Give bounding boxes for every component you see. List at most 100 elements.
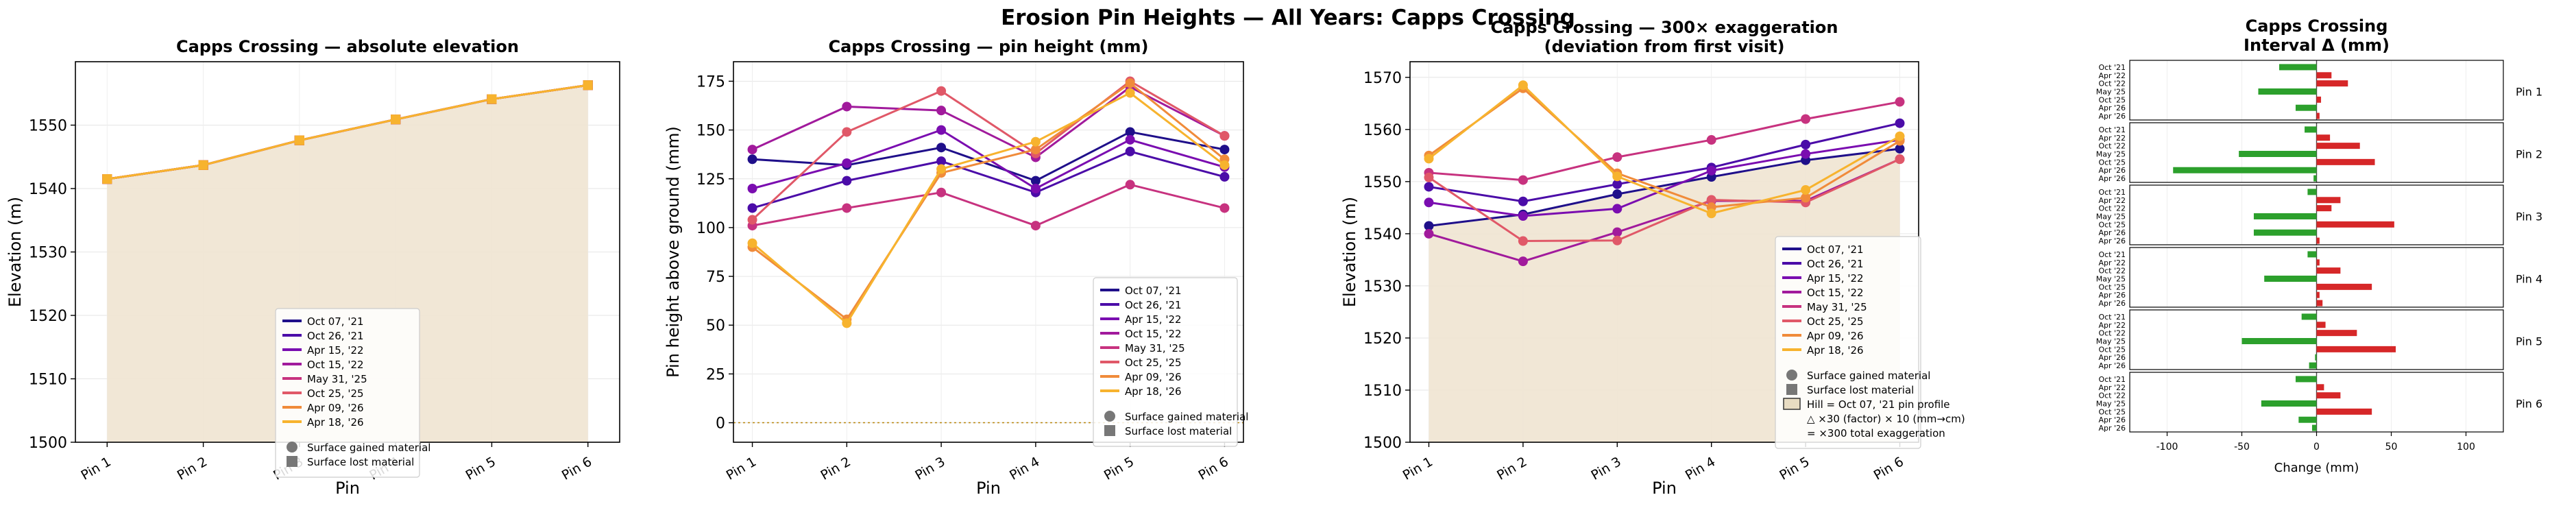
exaggerated-line xyxy=(1429,158,1901,263)
chart-title: Capps Crossing — absolute elevation xyxy=(176,37,519,56)
legend-marker-circle xyxy=(1104,411,1115,422)
data-point xyxy=(1706,165,1716,176)
data-point xyxy=(1612,152,1623,162)
exaggerated-line xyxy=(1429,122,1900,203)
legend-label: Surface gained material xyxy=(307,442,430,454)
y-tick-label: 1530 xyxy=(29,245,67,262)
delta-bar xyxy=(2316,300,2323,306)
row-label: Apr '22 xyxy=(2098,71,2126,80)
delta-bar xyxy=(2316,267,2341,274)
delta-bar xyxy=(2316,283,2372,290)
data-point xyxy=(1518,256,1528,267)
data-point xyxy=(487,94,497,104)
data-point xyxy=(1706,208,1716,219)
row-label: Apr '26 xyxy=(2098,228,2126,237)
data-point xyxy=(1219,203,1230,213)
data-point xyxy=(936,156,947,167)
row-label: Oct '22 xyxy=(2098,267,2126,276)
y-tick-label: 175 xyxy=(696,73,725,91)
x-tick-label: Pin 1 xyxy=(724,454,759,483)
row-label: Apr '26 xyxy=(2098,104,2126,112)
x-tick-label: 0 xyxy=(2313,442,2320,453)
legend-label: Apr 09, '26 xyxy=(1125,371,1182,383)
data-point xyxy=(842,203,852,213)
y-tick-label: 125 xyxy=(696,171,725,189)
data-point xyxy=(747,203,757,213)
data-point xyxy=(1895,97,1905,107)
data-point xyxy=(1030,184,1041,193)
panel-label: Pin 6 xyxy=(2516,398,2542,411)
legend-label: May 31, '25 xyxy=(307,373,367,385)
panel-frame xyxy=(2129,184,2504,245)
legend-box xyxy=(1093,277,1238,447)
figure-title: Erosion Pin Heights — All Years: Capps C… xyxy=(1001,5,1575,30)
x-tick-label: -50 xyxy=(2234,442,2250,453)
x-tick-label: Pin 4 xyxy=(1683,454,1718,483)
delta-bar xyxy=(2316,322,2326,328)
data-point xyxy=(102,174,112,184)
legend-label: △ ×30 (factor) × 10 (mm→cm) xyxy=(1807,413,1965,425)
x-tick-label: Pin 6 xyxy=(559,454,594,483)
data-point xyxy=(391,115,401,125)
y-tick-label: 150 xyxy=(696,123,725,140)
data-point xyxy=(1895,143,1905,154)
row-label: Oct '22 xyxy=(2098,329,2126,338)
row-label: May '25 xyxy=(2096,150,2126,159)
legend-marker-hill xyxy=(1783,398,1801,410)
row-label: Apr '26 xyxy=(2098,237,2126,245)
delta-bar xyxy=(2173,167,2317,173)
delta-bar xyxy=(2295,376,2317,383)
row-label: Apr '22 xyxy=(2098,383,2126,392)
x-tick-label: Pin 6 xyxy=(1196,454,1231,483)
delta-bar xyxy=(2316,80,2348,87)
legend-label: May 31, '25 xyxy=(1125,342,1185,354)
row-label: Apr '22 xyxy=(2098,321,2126,330)
delta-bar xyxy=(2316,158,2375,165)
delta-bar xyxy=(2316,408,2372,415)
data-point xyxy=(1612,235,1623,245)
y-tick-label: 1540 xyxy=(29,181,67,198)
data-point xyxy=(1895,131,1905,141)
y-tick-label: 1560 xyxy=(1363,122,1402,139)
panel-label: Pin 3 xyxy=(2516,210,2542,224)
legend-label: Oct 15, '22 xyxy=(1807,287,1864,299)
row-label: Apr '22 xyxy=(2098,196,2126,205)
legend-label: Apr 15, '22 xyxy=(1125,313,1182,326)
y-tick-label: 1510 xyxy=(1363,383,1402,400)
data-point xyxy=(1125,180,1135,190)
y-tick-label: 1500 xyxy=(1363,435,1402,452)
data-point xyxy=(936,106,947,116)
axes-frame xyxy=(733,61,1244,443)
data-point xyxy=(747,145,757,155)
exaggerated-line xyxy=(1428,158,1901,243)
row-label: Apr '22 xyxy=(2098,258,2126,267)
x-tick-label: Pin 4 xyxy=(1007,454,1042,483)
pin-height-line xyxy=(751,80,1226,221)
row-label: Oct '25 xyxy=(2098,158,2126,167)
delta-bar xyxy=(2253,213,2317,219)
delta-bar xyxy=(2316,112,2320,119)
data-point xyxy=(1424,182,1434,192)
data-point xyxy=(1125,134,1135,145)
y-tick-label: 1520 xyxy=(29,308,67,325)
x-tick-label: Pin 6 xyxy=(1871,454,1906,483)
delta-bar xyxy=(2264,276,2317,282)
legend-label: Oct 26, '21 xyxy=(1125,299,1182,311)
legend-marker-square xyxy=(287,456,297,467)
delta-bar xyxy=(2258,88,2317,95)
exaggerated-line xyxy=(1429,101,1900,182)
x-tick-label: 100 xyxy=(2457,442,2475,453)
data-point xyxy=(1030,221,1041,231)
legend-label: Surface gained material xyxy=(1125,411,1248,423)
delta-bar xyxy=(2261,400,2317,407)
delta-bar xyxy=(2316,205,2332,212)
data-point xyxy=(1424,221,1434,231)
data-point xyxy=(1424,154,1434,164)
legend-label: Oct 07, '21 xyxy=(307,315,364,328)
row-label: Apr '26 xyxy=(2098,424,2126,433)
data-point xyxy=(842,127,852,137)
data-point xyxy=(1801,185,1811,195)
row-label: Apr '26 xyxy=(2098,361,2126,370)
data-point xyxy=(1518,211,1528,221)
